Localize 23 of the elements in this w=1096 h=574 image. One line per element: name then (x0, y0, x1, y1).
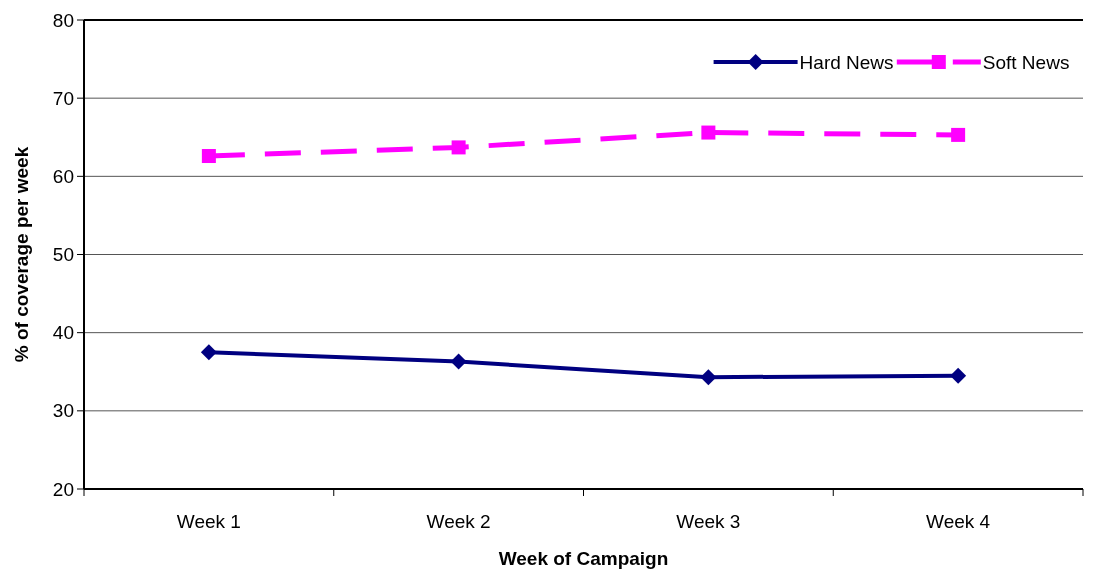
x-axis-title: Week of Campaign (498, 548, 669, 569)
point (200, 344, 217, 361)
x-tick-label: Week 1 (176, 511, 241, 532)
y-tick-label: 50 (52, 244, 74, 266)
point (201, 149, 216, 164)
point (950, 367, 967, 384)
y-tick-label: 30 (52, 400, 74, 422)
point (701, 125, 716, 140)
y-tick-label: 40 (52, 322, 74, 344)
x-tick-label: Week 3 (676, 511, 741, 532)
point (450, 353, 467, 370)
y-tick-label: 60 (52, 165, 74, 187)
y-axis-title: % of coverage per week (11, 146, 32, 363)
legend-label: Hard News (799, 51, 894, 73)
point (700, 369, 717, 386)
point (451, 140, 466, 155)
y-tick-label: 20 (52, 478, 74, 500)
point (951, 127, 966, 142)
y-tick-label: 70 (52, 87, 74, 109)
x-tick-label: Week 4 (926, 511, 991, 532)
legend-label: Soft News (982, 51, 1070, 73)
x-tick-label: Week 2 (426, 511, 491, 532)
y-tick-label: 80 (52, 9, 74, 31)
